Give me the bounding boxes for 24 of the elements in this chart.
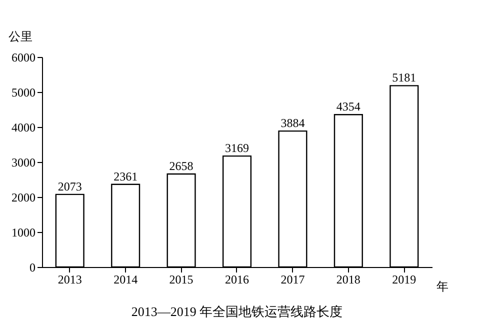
y-tick-label: 5000 [12, 86, 36, 100]
x-tick-label: 2014 [114, 272, 138, 286]
y-axis-title: 公里 [8, 30, 32, 44]
data-label: 2361 [114, 169, 138, 184]
y-tick-label: 2000 [12, 190, 36, 204]
data-label: 3169 [225, 141, 249, 156]
x-axis-title: 年 [436, 280, 448, 294]
x-tick-label: 2017 [280, 272, 305, 286]
y-tick-label: 3000 [12, 156, 36, 170]
data-label: 2658 [169, 158, 194, 173]
y-tick-label: 4000 [12, 120, 36, 134]
y-tick-label: 1000 [12, 226, 36, 240]
data-label: 2073 [58, 179, 82, 194]
data-label: 4354 [336, 100, 360, 114]
x-tick-label: 2013 [58, 272, 82, 286]
x-tick-label: 2016 [225, 272, 249, 286]
text: 2013—2019 年全国地铁运营线路长度 [131, 304, 343, 319]
data-label: 3884 [280, 116, 305, 130]
y-tick-label: 6000 [12, 50, 36, 64]
data-label: 5181 [392, 70, 416, 85]
x-tick-label: 2015 [169, 272, 194, 286]
y-tick-label: 0 [30, 260, 36, 274]
x-tick-label: 2019 [392, 272, 416, 286]
x-tick-label: 2018 [336, 272, 360, 286]
